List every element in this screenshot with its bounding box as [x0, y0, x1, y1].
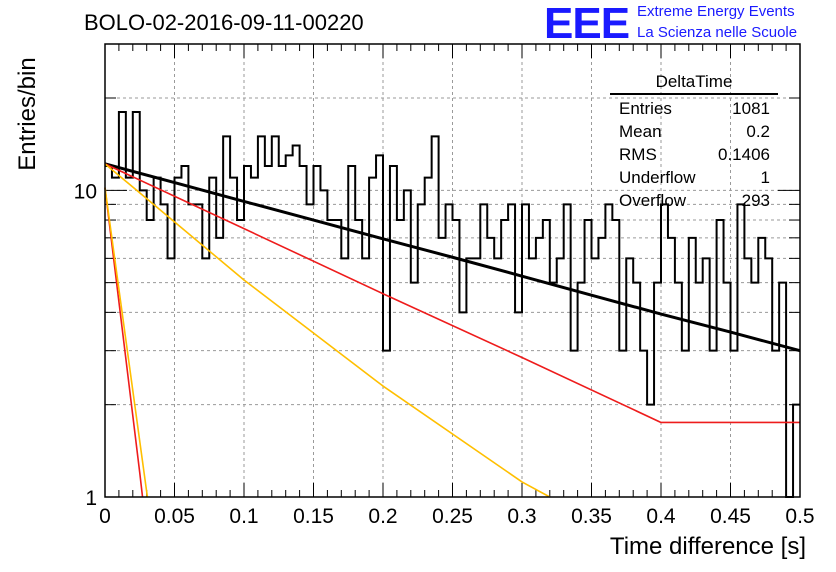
stats-row-entries: Entries 1081	[610, 97, 778, 120]
stats-row-mean: Mean 0.2	[610, 120, 778, 143]
stats-label: Underflow	[619, 168, 696, 187]
plot-frame	[104, 43, 801, 498]
eee-logo: EEE	[544, 0, 630, 48]
x-tick-label: 0.25	[432, 505, 473, 528]
histogram-line	[105, 111, 800, 498]
x-tick-label: 0.5	[785, 505, 814, 528]
x-tick-label: 0.1	[229, 505, 258, 528]
x-tick-label: 0.2	[368, 505, 397, 528]
fit-curve	[104, 163, 551, 498]
stats-row-overflow: Overflow 293	[610, 189, 778, 212]
y-tick-label: 1	[85, 487, 97, 510]
y-axis-label: Entries/bin	[14, 57, 41, 171]
x-tick-label: 0.35	[571, 505, 612, 528]
fit-curves	[104, 162, 801, 498]
stats-value: 293	[741, 191, 770, 210]
stats-value: 0.2	[746, 122, 770, 141]
y-tick-labels: 1 10	[74, 180, 97, 510]
x-tick-label: 0.45	[710, 505, 751, 528]
x-axis-label: Time difference [s]	[609, 533, 806, 560]
x-tick-label: 0.15	[293, 505, 334, 528]
fit-curve	[104, 163, 800, 424]
fit-curve	[104, 187, 149, 498]
stats-label: Entries	[619, 99, 672, 118]
stats-label: Mean	[619, 122, 662, 141]
fit-curve	[104, 187, 144, 498]
fit-curve	[104, 162, 801, 353]
stats-value: 1081	[732, 99, 770, 118]
stats-value: 0.1406	[718, 145, 770, 164]
x-tick-labels: 0 0.05 0.1 0.15 0.2 0.25 0.3 0.35 0.4 0.45 0.5	[99, 505, 814, 528]
x-tick-label: 0	[99, 505, 111, 528]
logo-subtitle-2: La Scienza nelle Scuole	[637, 24, 798, 41]
histogram-series	[105, 111, 800, 498]
stats-label: Overflow	[619, 191, 687, 210]
x-tick-label: 0.3	[507, 505, 536, 528]
stats-box: DeltaTime Entries 1081 Mean 0.2 RMS 0.14…	[610, 72, 778, 212]
stats-row-rms: RMS 0.1406	[610, 143, 778, 166]
x-tick-label: 0.4	[646, 505, 676, 528]
run-title: BOLO-02-2016-09-11-00220	[84, 10, 364, 35]
stats-title: DeltaTime	[610, 72, 778, 95]
stats-row-underflow: Underflow 1	[610, 166, 778, 189]
stats-value: 1	[760, 168, 770, 187]
x-tick-label: 0.05	[154, 505, 195, 528]
stats-label: RMS	[619, 145, 657, 164]
y-tick-label: 10	[74, 180, 97, 203]
logo-subtitle-1: Extreme Energy Events	[637, 3, 795, 20]
